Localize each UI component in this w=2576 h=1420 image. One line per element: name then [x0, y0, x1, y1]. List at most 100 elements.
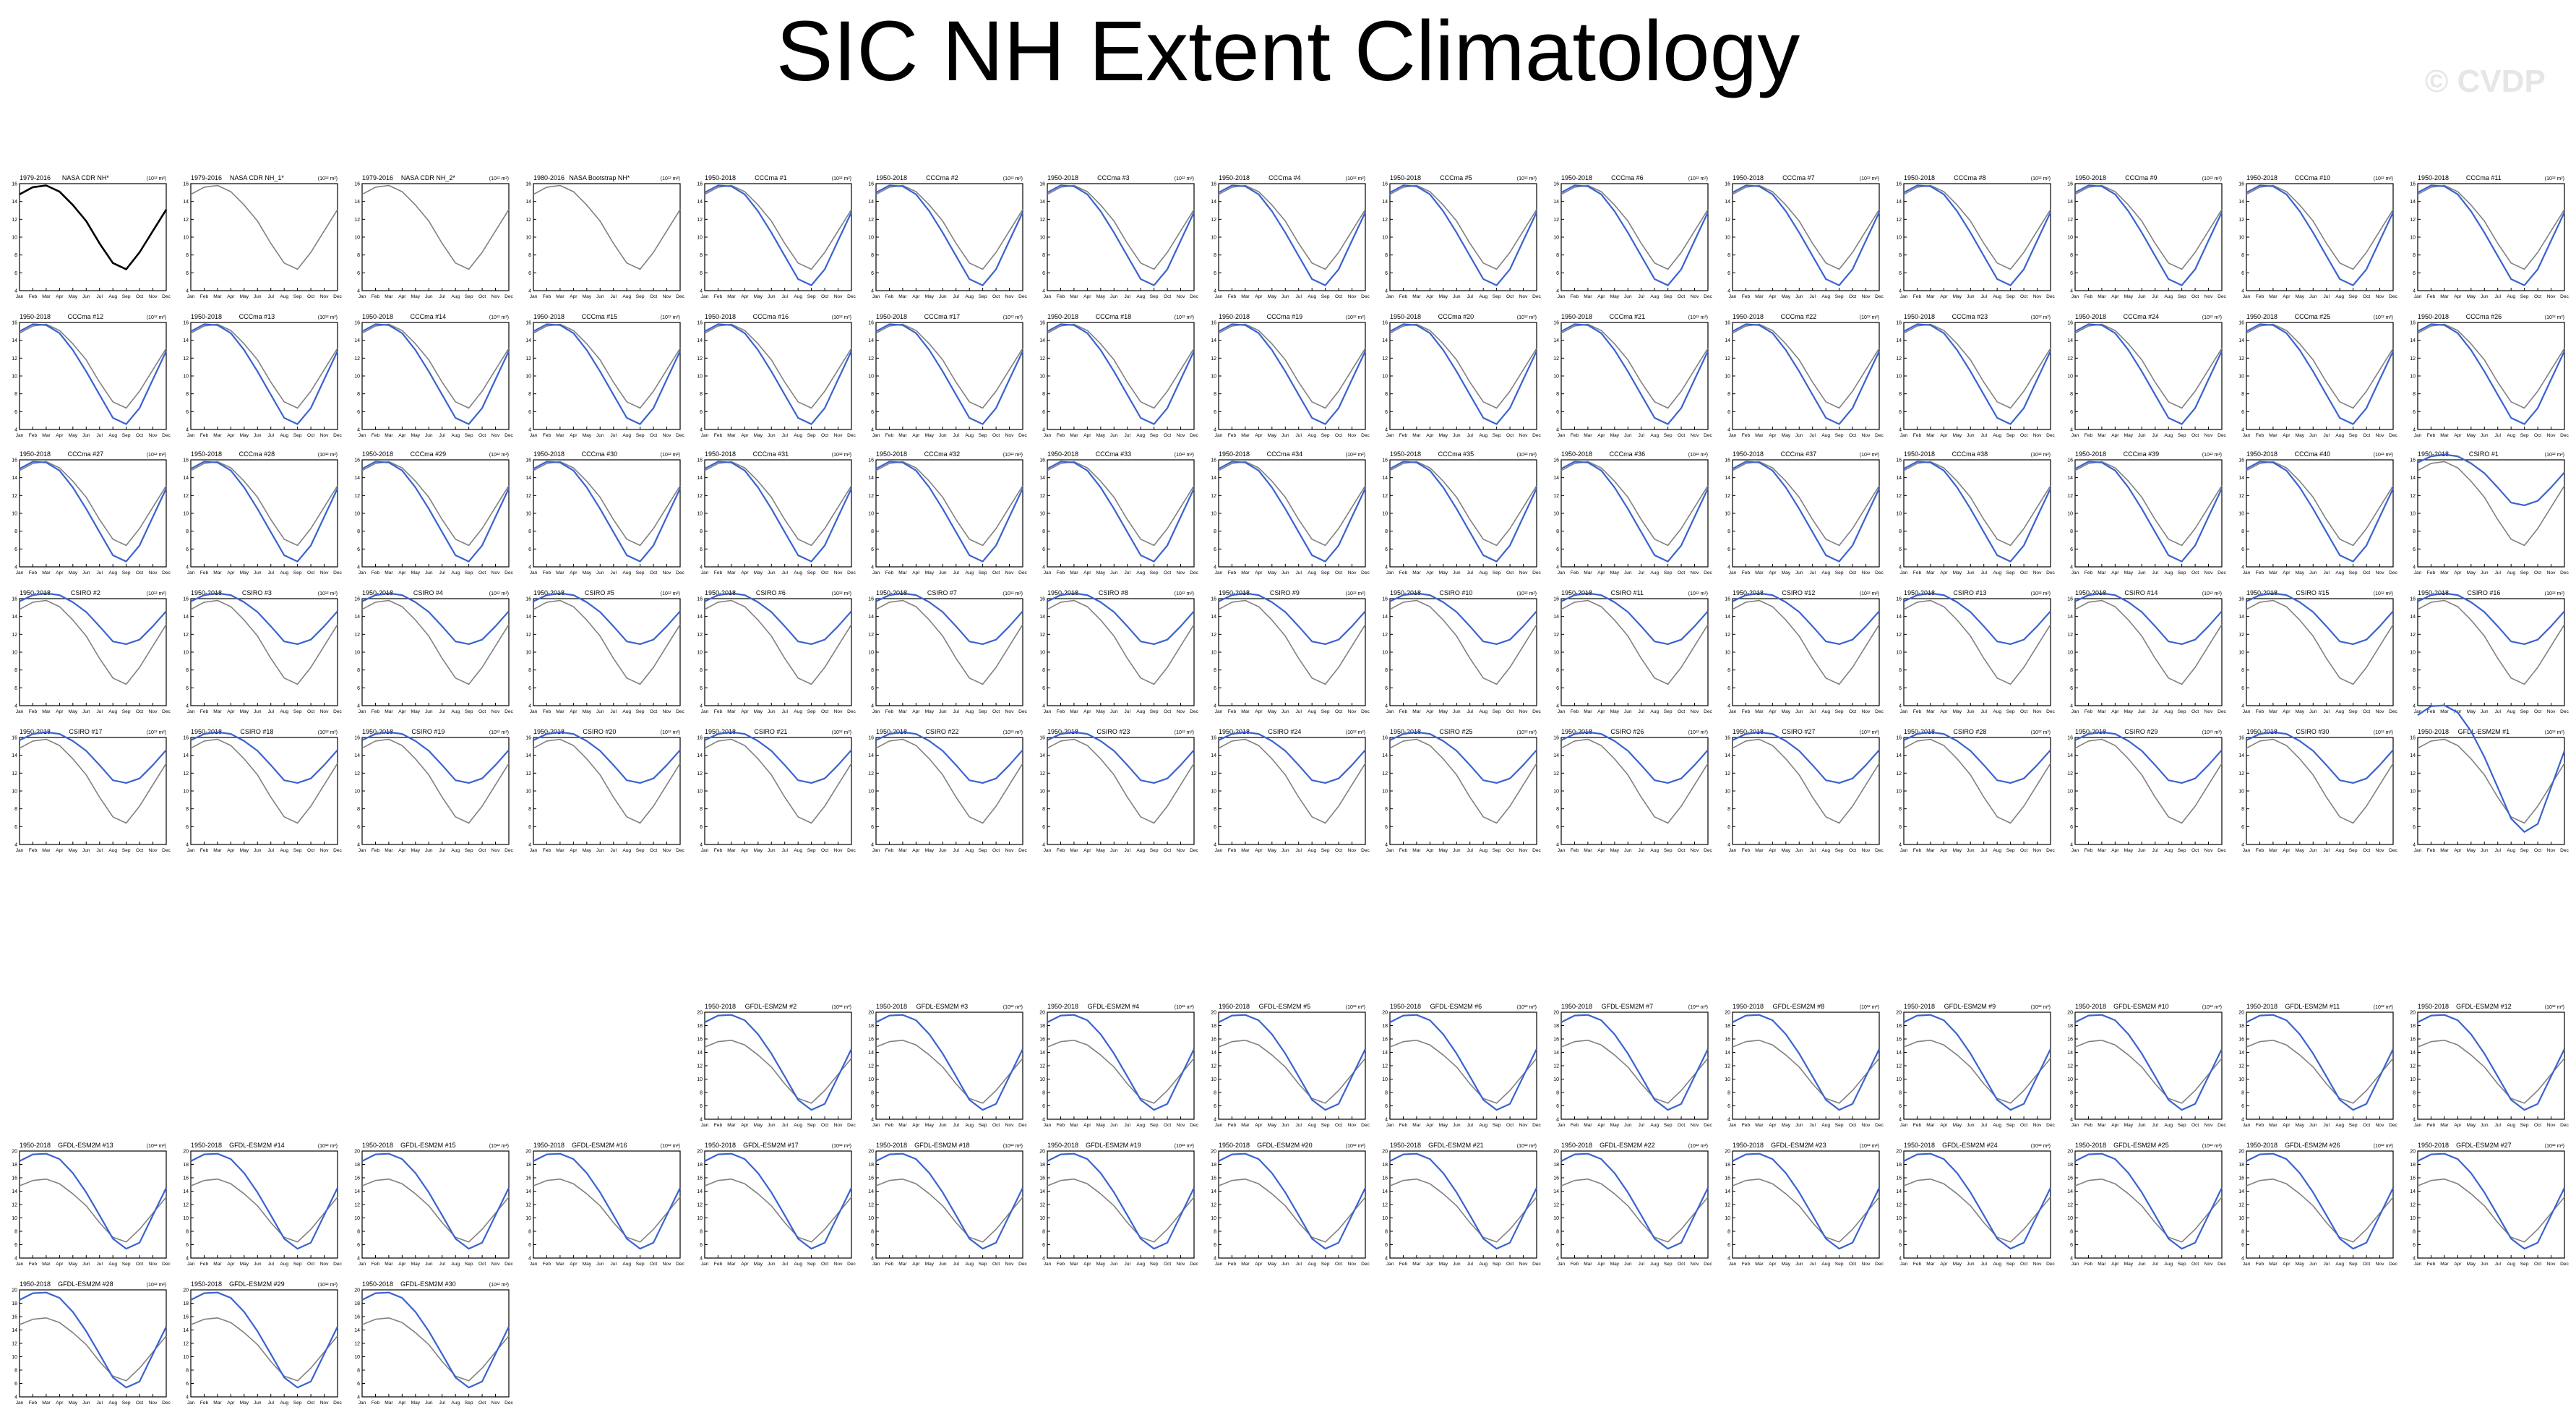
y-tick-label: 6: [700, 825, 703, 830]
y-tick-label: 14: [697, 200, 703, 205]
panel-name: CSIRO #16: [2467, 589, 2500, 596]
x-tick-label: Sep: [1664, 1262, 1673, 1267]
x-tick-label: Sep: [2006, 294, 2015, 299]
observed-line: [2074, 461, 2223, 547]
y-tick-label: 20: [2410, 1011, 2416, 1016]
y-tick-label: 16: [1553, 1038, 1559, 1043]
y-tick-label: 12: [1382, 494, 1388, 499]
y-tick-label: 16: [354, 182, 360, 187]
panel-name: CCCma #27: [68, 450, 104, 458]
y-tick-label: 12: [868, 1203, 874, 1208]
x-tick-label: Mar: [385, 433, 393, 438]
x-tick-label: Oct: [136, 1262, 143, 1267]
x-tick-label: Nov: [2033, 848, 2042, 853]
y-tick-label: 12: [1382, 633, 1388, 638]
x-tick-label: May: [1439, 1123, 1448, 1128]
y-tick-label: 16: [183, 321, 189, 326]
y-tick-label: 6: [186, 1243, 189, 1248]
model-line: [1732, 323, 1880, 425]
y-tick-label: 10: [2067, 651, 2073, 656]
x-tick-label: Aug: [1821, 709, 1830, 714]
y-tick-label: 4: [2413, 428, 2416, 433]
y-tick-label: 8: [186, 807, 189, 812]
x-tick-label: Jun: [1795, 570, 1803, 576]
x-tick-label: Feb: [714, 709, 723, 714]
y-tick-label: 6: [1727, 410, 1730, 415]
x-tick-label: Dec: [676, 848, 684, 853]
x-tick-label: Dec: [1190, 709, 1198, 714]
x-tick-label: Jan: [701, 1262, 709, 1267]
y-tick-label: 10: [354, 651, 360, 656]
y-tick-label: 10: [2067, 236, 2073, 241]
y-tick-label: 8: [700, 253, 703, 258]
x-tick-label: Sep: [2520, 433, 2529, 438]
y-tick-label: 8: [1214, 1230, 1216, 1235]
plot-frame: [875, 459, 1023, 568]
x-tick-label: Sep: [2178, 433, 2186, 438]
y-tick-label: 8: [1385, 253, 1388, 258]
panel-period: 1950-2018: [1390, 450, 1421, 458]
x-tick-label: Jan: [1558, 848, 1566, 853]
y-tick-label: 4: [14, 289, 17, 294]
x-tick-label: Aug: [794, 433, 802, 438]
x-tick-label: Dec: [1875, 1123, 1884, 1128]
panel-units: (10¹² m²): [1175, 730, 1194, 735]
panel-units: (10¹² m²): [1346, 453, 1365, 458]
x-tick-label: May: [1782, 433, 1791, 438]
y-tick-label: 16: [697, 1038, 703, 1043]
y-tick-label: 12: [868, 1064, 874, 1069]
x-tick-label: Jan: [1900, 433, 1908, 438]
plot-frame: [1389, 598, 1537, 706]
panel-units: (10¹² m²): [1003, 730, 1023, 735]
y-tick-label: 10: [1725, 375, 1730, 380]
x-tick-label: Apr: [1426, 1262, 1434, 1267]
panel-units: (10¹² m²): [2031, 176, 2051, 181]
panel-name: GFDL-ESM2M #18: [914, 1142, 970, 1149]
panel-units: (10¹² m²): [1517, 1144, 1537, 1149]
x-tick-label: Jul: [2152, 433, 2159, 438]
x-tick-label: Dec: [2046, 433, 2055, 438]
x-tick-label: May: [925, 570, 935, 576]
y-tick-label: 4: [1042, 289, 1045, 294]
x-tick-label: Jul: [1810, 709, 1816, 714]
panel-name: CCCma #8: [1954, 174, 1986, 181]
x-tick-label: Oct: [136, 294, 143, 299]
y-tick-label: 8: [357, 807, 360, 812]
y-tick-label: 6: [1214, 410, 1216, 415]
y-tick-label: 12: [1553, 771, 1559, 777]
x-tick-label: May: [1953, 848, 1962, 853]
x-tick-label: May: [1096, 1262, 1106, 1267]
x-tick-label: Feb: [2427, 1123, 2436, 1128]
x-tick-label: May: [2124, 848, 2134, 853]
panel-period: 1950-2018: [1219, 728, 1250, 735]
y-tick-label: 8: [186, 668, 189, 673]
plot-frame: [1218, 598, 1366, 706]
panel-period: 1950-2018: [1047, 450, 1078, 458]
y-tick-label: 6: [1899, 410, 1902, 415]
y-tick-label: 8: [1556, 253, 1559, 258]
y-tick-label: 14: [1382, 476, 1388, 481]
y-tick-label: 8: [1899, 1091, 1902, 1096]
panel-units: (10¹² m²): [489, 730, 509, 735]
panel-units: (10¹² m²): [1346, 1005, 1365, 1010]
x-tick-label: Apr: [912, 570, 920, 576]
y-tick-label: 18: [525, 1163, 531, 1168]
panel-units: (10¹² m²): [1003, 1144, 1023, 1149]
x-tick-label: Nov: [149, 1262, 158, 1267]
x-tick-label: Jan: [16, 1400, 24, 1406]
x-tick-label: Jul: [1125, 294, 1131, 299]
x-tick-label: Apr: [398, 848, 406, 853]
x-tick-label: Aug: [1650, 1123, 1659, 1128]
x-tick-label: Jan: [1044, 433, 1052, 438]
model-line: [704, 323, 852, 425]
x-tick-label: Nov: [1519, 1262, 1528, 1267]
y-tick-label: 12: [12, 356, 17, 362]
x-tick-label: Jul: [1467, 294, 1474, 299]
x-tick-label: Nov: [663, 709, 671, 714]
y-tick-label: 14: [1553, 615, 1559, 620]
panel-name: CCCma #3: [1097, 174, 1130, 181]
panel-units: (10¹² m²): [2031, 1005, 2051, 1010]
